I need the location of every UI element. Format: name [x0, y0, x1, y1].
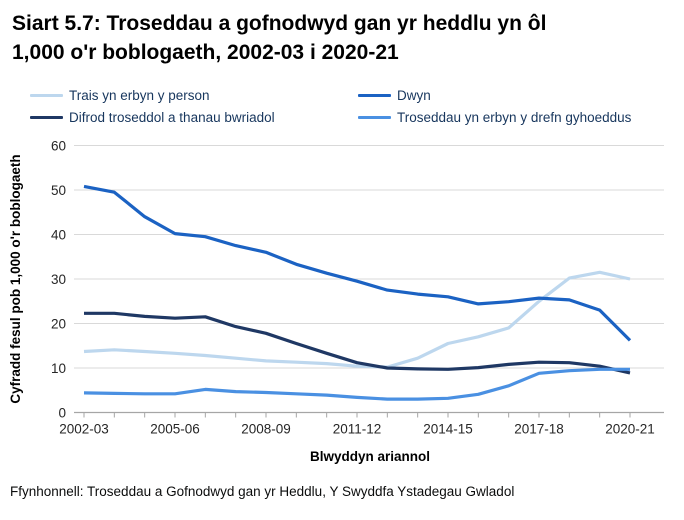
chart-title: Siart 5.7: Troseddau a gofnodwyd gan yr … — [12, 10, 672, 68]
y-tick-label: 10 — [51, 361, 66, 376]
legend-label: Difrod troseddol a thanau bwriadol — [69, 110, 275, 125]
x-tick-label: 2020-21 — [605, 422, 655, 437]
legend-label: Troseddau yn erbyn y drefn gyhoeddus — [397, 110, 632, 125]
x-tick-label: 2005-06 — [150, 422, 200, 437]
y-tick-label: 0 — [58, 405, 66, 420]
legend-swatch-trais-yn-erbyn-y-person — [30, 93, 63, 98]
axes — [74, 411, 664, 418]
legend-swatch-difrod-troseddol-a-thanau-bwriadol — [30, 115, 63, 120]
y-tick-label: 40 — [51, 227, 66, 242]
line-chart: 0 10 20 30 40 50 60 2002-03 2005-06 2008-09 2011-1… — [8, 138, 664, 464]
tick-labels: 0 10 20 30 40 50 60 2002-03 2005-06 2008-09 2011-1… — [51, 138, 655, 436]
x-tick-label: 2011-12 — [333, 422, 382, 437]
series-lines — [83, 184, 632, 401]
x-tick-label: 2008-09 — [241, 422, 291, 437]
series-line-difrod-troseddol-a-thanau-bwriadol — [84, 311, 631, 375]
y-axis-title: Cyfradd fesul pob 1,000 o'r boblogaeth — [8, 154, 23, 403]
legend-item-difrod-troseddol-a-thanau-bwriadol: Difrod troseddol a thanau bwriadol — [30, 110, 358, 125]
legend-label: Trais yn erbyn y person — [69, 88, 210, 103]
legend-item-trais-yn-erbyn-y-person: Trais yn erbyn y person — [30, 88, 358, 103]
x-tick-label: 2014-15 — [423, 422, 473, 437]
x-axis-title: Blwyddyn ariannol — [310, 449, 430, 464]
chart-title-line-2: 1,000 o'r boblogaeth, 2002-03 i 2020-21 — [12, 40, 399, 64]
series-line-trais-yn-erbyn-y-person — [83, 270, 631, 369]
legend-item-troseddau-yn-erbyn-y-drefn-gyhoeddus: Troseddau yn erbyn y drefn gyhoeddus — [358, 110, 680, 125]
y-tick-label: 50 — [51, 183, 66, 198]
legend-item-dwyn: Dwyn — [358, 88, 680, 103]
source-note: Ffynhonnell: Troseddau a Gofnodwyd gan y… — [10, 484, 515, 499]
series-line-troseddau-yn-erbyn-y-drefn-gyhoeddus — [83, 367, 630, 401]
gridlines — [74, 145, 664, 369]
chart-title-line-1: Siart 5.7: Troseddau a gofnodwyd gan yr … — [12, 12, 547, 35]
series-line-dwyn — [83, 184, 632, 342]
y-tick-label: 30 — [51, 272, 66, 287]
y-tick-label: 60 — [51, 138, 66, 153]
legend-label: Dwyn — [397, 88, 431, 103]
x-tick-label: 2017-18 — [514, 422, 564, 437]
legend: Trais yn erbyn y person Dwyn Difrod trosed… — [30, 88, 680, 125]
x-tick-label: 2002-03 — [59, 422, 109, 437]
y-tick-label: 20 — [51, 316, 66, 331]
legend-swatch-dwyn — [358, 93, 391, 98]
legend-swatch-troseddau-yn-erbyn-y-drefn-gyhoeddus — [358, 115, 391, 120]
